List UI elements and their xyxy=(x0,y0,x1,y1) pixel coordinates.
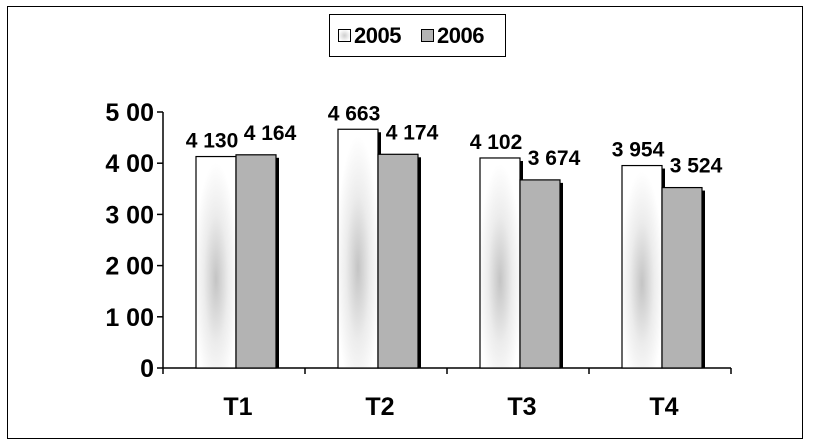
y-tick-label: 1 00 xyxy=(105,304,154,332)
legend-item-2006: 2006 xyxy=(421,15,484,56)
data-label-2005: 4 663 xyxy=(328,102,381,125)
legend: 2005 2006 xyxy=(329,14,506,57)
legend-swatch-2005 xyxy=(338,29,351,42)
bar-2005 xyxy=(195,155,237,369)
y-tick-label: 2 00 xyxy=(105,253,154,281)
y-tick-label: 5 00 xyxy=(105,99,154,127)
legend-label-2005: 2005 xyxy=(354,22,401,48)
data-label-2006: 4 164 xyxy=(244,122,297,145)
legend-item-2005: 2005 xyxy=(338,15,401,56)
bar-2005 xyxy=(479,157,521,369)
bar-2005 xyxy=(621,164,663,369)
data-label-2006: 4 174 xyxy=(386,121,439,144)
x-tick-label: T3 xyxy=(507,393,536,421)
data-label-2006: 3 674 xyxy=(528,147,581,170)
y-tick-label: 0 xyxy=(140,355,154,383)
y-tick-label: 3 00 xyxy=(105,201,154,229)
bar-2005 xyxy=(337,128,379,369)
y-tick-label: 4 00 xyxy=(105,150,154,178)
x-tick-label: T1 xyxy=(223,393,252,421)
data-label-2005: 3 954 xyxy=(612,139,665,162)
legend-label-2006: 2006 xyxy=(437,22,484,48)
legend-swatch-2006 xyxy=(421,29,434,42)
x-tick-label: T2 xyxy=(365,393,394,421)
data-label-2005: 4 102 xyxy=(470,131,523,154)
bar-2006 xyxy=(235,154,277,369)
bar-2006 xyxy=(377,153,419,369)
data-label-2006: 3 524 xyxy=(670,155,723,178)
bar-2006 xyxy=(519,179,561,369)
x-tick-label: T4 xyxy=(649,393,678,421)
data-label-2005: 4 130 xyxy=(186,130,239,153)
bar-2006 xyxy=(661,186,703,369)
